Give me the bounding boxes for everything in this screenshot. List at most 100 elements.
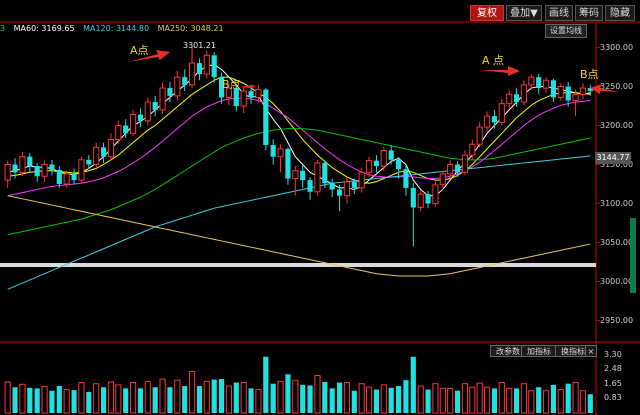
candle-body-down	[27, 156, 33, 167]
volume-bar-down	[137, 388, 144, 413]
volume-bar-down	[233, 382, 239, 413]
volume-bar-down	[49, 390, 55, 413]
candle-body-down	[123, 125, 129, 134]
volume-bar-up	[174, 379, 181, 414]
volume-bar-down	[100, 387, 107, 413]
volume-bar-up	[78, 382, 85, 414]
volume-bar-up	[520, 383, 528, 414]
volume-bar-up	[528, 390, 535, 414]
candle-body-down	[167, 88, 173, 96]
overlay-dropdown-button[interactable]: 叠加▼	[506, 5, 542, 21]
candle-body-down	[410, 187, 416, 208]
y-axis-tick-label: 3100.00	[600, 198, 634, 208]
candle-body-down	[587, 88, 593, 92]
candle-body-down	[300, 170, 306, 181]
y-axis-tick-label: 3200.00	[600, 120, 634, 130]
volume-bar-down	[587, 394, 593, 413]
volume-bar-up	[498, 382, 505, 414]
chip-distribution-button[interactable]: 筹码	[575, 5, 603, 21]
candle-body-down	[307, 180, 313, 192]
volume-bar-up	[19, 383, 26, 414]
volume-bar-down	[86, 391, 92, 413]
candle-body-down	[425, 194, 431, 204]
volume-bar-down	[536, 387, 542, 413]
candle-body-up	[144, 101, 151, 122]
candle-body-down	[513, 94, 520, 103]
candle-body-down	[395, 159, 402, 170]
candle-body-up	[358, 171, 365, 189]
volume-bar-up	[240, 382, 247, 414]
add-indicator-button[interactable]: 加指标	[521, 345, 557, 357]
set-ma-button[interactable]: 设置均线	[545, 24, 587, 38]
candle-body-down	[248, 91, 254, 98]
volume-bar-down	[27, 387, 33, 413]
volume-bar-up	[63, 389, 70, 414]
volume-bar-down	[395, 386, 402, 413]
candle-body-down	[536, 77, 542, 89]
switch-indicator-button[interactable]: 换指标	[555, 345, 591, 357]
volume-bar-up	[469, 386, 476, 414]
candle-body-up	[4, 164, 11, 181]
volume-bar-up	[93, 383, 100, 414]
volume-bar-down	[211, 379, 217, 413]
candle-body-up	[115, 125, 122, 141]
candle-body-up	[255, 89, 262, 98]
candle-body-up	[93, 146, 100, 165]
volume-bar-up	[4, 381, 11, 414]
candle-body-up	[292, 170, 299, 180]
volume-bar-up	[476, 382, 483, 414]
volume-bar-up	[41, 386, 48, 414]
ma120-value: MA120: 3144.80	[83, 24, 150, 33]
candle-body-down	[49, 164, 55, 170]
candle-body-up	[63, 173, 70, 185]
annotation-b-left: B点	[222, 78, 241, 91]
candle-body-up	[469, 143, 476, 156]
high-price-label: 3301.21	[183, 41, 217, 50]
candle-body-down	[388, 150, 394, 160]
close-indicator-button[interactable]: ×	[585, 345, 597, 357]
volume-bar-down	[263, 356, 269, 413]
restore-rights-button[interactable]: 复权	[470, 5, 504, 21]
candle-body-up	[506, 93, 513, 105]
candle-body-up	[159, 87, 166, 111]
y-axis-tick-label: 3250.00	[600, 81, 634, 91]
candle-body-down	[12, 164, 18, 173]
volume-bar-down	[12, 387, 18, 413]
volume-bar-down	[270, 383, 276, 413]
ma60-value: MA60: 3169.65	[13, 24, 75, 33]
volume-bar-up	[365, 386, 373, 414]
volume-bar-up	[129, 382, 137, 414]
y-axis-tick-label: 3050.00	[600, 237, 634, 247]
volume-bar-down	[491, 388, 498, 413]
candle-body-down	[196, 63, 203, 75]
draw-line-button[interactable]: 画线	[545, 5, 573, 21]
candle-body-up	[78, 159, 85, 181]
candle-body-up	[380, 149, 387, 167]
volume-bar-up	[292, 379, 299, 414]
candle-body-down	[351, 181, 357, 188]
candle-body-down	[34, 166, 40, 177]
edit-params-button[interactable]: 改参数	[490, 345, 526, 357]
ma-line-ma10	[7, 76, 591, 184]
ma-legend-item: 3	[0, 24, 6, 33]
volume-bar-up	[461, 383, 469, 414]
candle-body-up	[542, 79, 550, 89]
candle-body-down	[322, 162, 328, 184]
candle-body-up	[365, 160, 373, 173]
volume-bar-up	[144, 380, 151, 414]
candle-body-down	[86, 159, 92, 165]
ma-line-ma250	[7, 195, 591, 277]
volume-bar-up	[506, 387, 513, 414]
ma-line-ma60	[7, 128, 591, 236]
candle-body-up	[19, 156, 26, 173]
candle-body-up	[174, 76, 181, 97]
hide-button[interactable]: 隐藏	[605, 5, 635, 21]
volume-bar-up	[115, 384, 122, 414]
candle-body-up	[432, 184, 439, 204]
volume-bar-up	[432, 383, 439, 414]
volume-bar-down	[167, 387, 173, 413]
volume-bar-up	[343, 382, 351, 414]
scroll-indicator[interactable]	[630, 218, 636, 293]
candle-body-up	[579, 87, 587, 95]
